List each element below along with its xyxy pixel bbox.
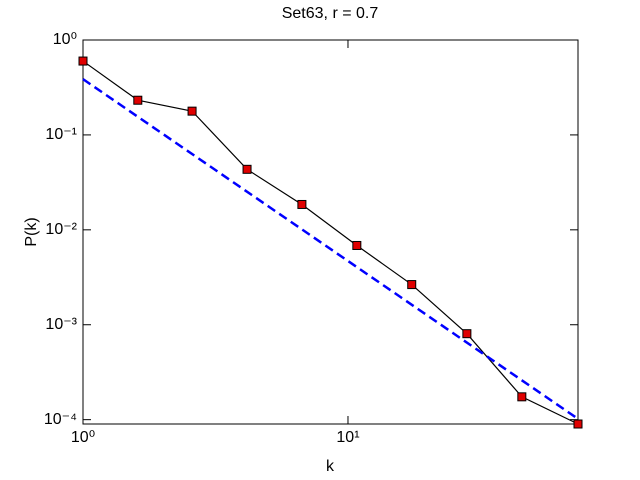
plot-frame [82, 39, 579, 425]
marker [573, 419, 583, 429]
y-tick-label: 10⁻² [45, 221, 77, 238]
x-tick-label: 10¹ [336, 429, 359, 446]
x-tick-label: 10⁰ [71, 429, 95, 446]
y-tick-label: 10⁻⁴ [44, 411, 77, 428]
series-line [82, 60, 579, 425]
marker [133, 95, 143, 105]
y-tick-label: 10⁻¹ [45, 126, 77, 143]
marker [517, 392, 527, 402]
chart-title: Set63, r = 0.7 [282, 5, 379, 22]
series-line [82, 78, 579, 420]
marker [187, 106, 197, 116]
marker [78, 56, 88, 66]
x-axis-label: k [326, 458, 335, 475]
marker [242, 164, 252, 174]
marker [297, 199, 307, 209]
marker [407, 280, 417, 290]
y-tick-label: 10⁻³ [45, 316, 77, 333]
marker [352, 240, 362, 250]
y-axis-label: P(k) [23, 217, 40, 246]
y-tick-label: 10⁰ [53, 31, 77, 48]
marker [462, 329, 472, 339]
